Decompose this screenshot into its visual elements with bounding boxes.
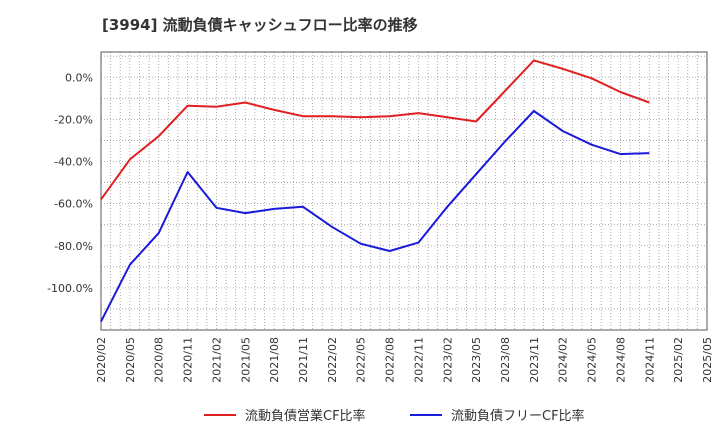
x-tick-label: 2025/02 <box>672 337 685 383</box>
plot-border <box>100 51 708 331</box>
y-tick-label: -20.0% <box>54 113 93 126</box>
x-tick-label: 2023/11 <box>528 337 541 383</box>
x-tick-label: 2023/02 <box>441 337 454 383</box>
x-tick-label: 2021/02 <box>210 337 223 383</box>
x-tick-label: 2022/11 <box>412 337 425 383</box>
chart-title: [3994] 流動負債キャッシュフロー比率の推移 <box>102 16 418 34</box>
x-tick-label: 2022/05 <box>355 337 368 383</box>
y-axis-ticks: 0.0% -20.0% -40.0% -60.0% -80.0% -100.0% <box>47 71 93 295</box>
x-tick-label: 2020/08 <box>153 337 166 383</box>
x-tick-label: 2022/02 <box>326 337 339 383</box>
x-axis-ticks: 2020/02 2020/05 2020/08 2020/11 2021/02 2021/… <box>95 337 714 383</box>
x-tick-label: 2020/02 <box>95 337 108 383</box>
x-tick-label: 2020/05 <box>124 337 137 383</box>
x-tick-label: 2024/02 <box>557 337 570 383</box>
x-tick-label: 2021/05 <box>239 337 252 383</box>
x-tick-label: 2025/05 <box>701 337 714 383</box>
legend: 流動負債営業CF比率 流動負債フリーCF比率 <box>204 408 585 424</box>
series-line-1 <box>100 59 650 200</box>
x-tick-label: 2024/05 <box>586 337 599 383</box>
series-line-2 <box>100 110 650 323</box>
x-tick-label: 2023/05 <box>470 337 483 383</box>
y-tick-label: -80.0% <box>54 240 93 253</box>
x-tick-label: 2022/08 <box>384 337 397 383</box>
x-tick-label: 2024/08 <box>614 337 627 383</box>
x-tick-label: 2020/11 <box>182 337 195 383</box>
y-tick-label: -40.0% <box>54 156 93 169</box>
x-tick-label: 2021/11 <box>297 337 310 383</box>
plot-frame <box>100 51 708 331</box>
x-tick-label: 2024/11 <box>643 337 656 383</box>
legend-label-1: 流動負債営業CF比率 <box>245 408 366 424</box>
grid <box>100 52 708 331</box>
y-tick-label: -100.0% <box>47 282 93 295</box>
x-tick-label: 2021/08 <box>268 337 281 383</box>
y-tick-label: 0.0% <box>65 71 93 84</box>
y-tick-label: -60.0% <box>54 198 93 211</box>
legend-label-2: 流動負債フリーCF比率 <box>451 408 585 424</box>
series-layer <box>100 59 650 323</box>
x-tick-label: 2023/08 <box>499 337 512 383</box>
